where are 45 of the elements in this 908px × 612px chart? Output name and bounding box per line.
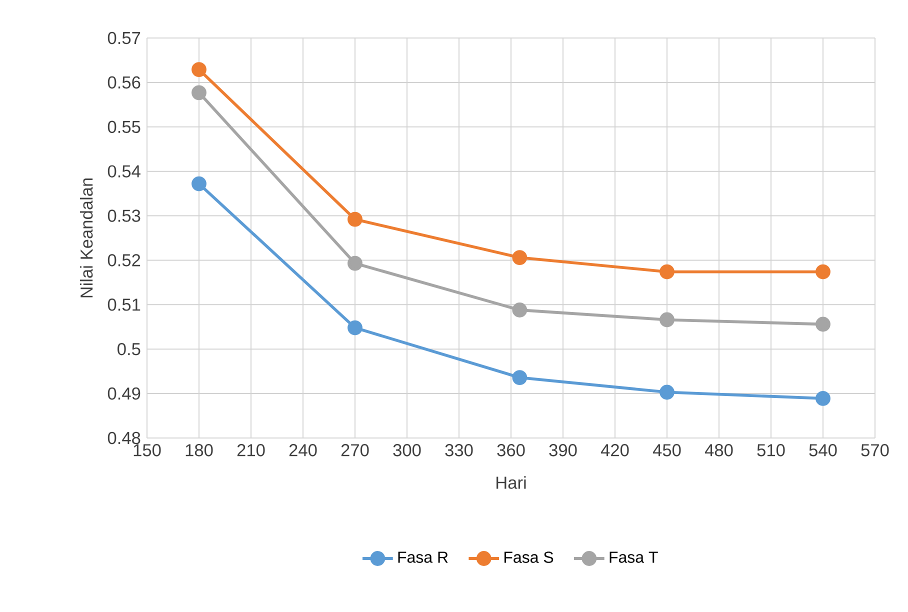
point [816, 264, 830, 280]
point [192, 85, 206, 100]
x-tick-label: 480 [704, 444, 733, 456]
point [512, 250, 528, 266]
y-tick-label: 0.55 [108, 120, 140, 134]
x-tick-label: 240 [289, 444, 317, 456]
legend-label: Fasa S [504, 552, 554, 563]
x-tick-label: 180 [186, 444, 213, 456]
y-tick-label: 0.56 [108, 76, 140, 89]
x-tick-label: 450 [652, 444, 681, 456]
x-tick-label: 570 [861, 444, 889, 456]
x-tick-label: 510 [757, 444, 785, 456]
point [348, 320, 362, 336]
y-tick-label: 0.51 [108, 298, 140, 311]
x-tick-label: 420 [600, 444, 629, 456]
x-tick-label: 540 [809, 444, 837, 456]
point [512, 302, 528, 318]
legend-label: Fasa R [398, 552, 448, 563]
point [512, 370, 528, 386]
y-tick-label: 0.54 [108, 165, 140, 178]
y-tick-label: 0.5 [118, 342, 140, 356]
point [348, 212, 362, 227]
y-tick-label: 0.57 [108, 32, 140, 44]
x-tick-label: 390 [549, 444, 577, 456]
point [816, 390, 830, 406]
y-tick-label: 0.52 [108, 254, 140, 266]
x-axis-title: Hari [496, 476, 526, 489]
y-tick-label: 0.48 [108, 432, 140, 444]
point [192, 62, 206, 78]
y-tick-label: 0.53 [108, 210, 140, 222]
point [348, 256, 362, 271]
y-axis-title: Nilai Keandalan [80, 178, 93, 298]
point [660, 264, 674, 280]
y-tick-label: 0.49 [108, 387, 140, 400]
point [660, 312, 674, 328]
point [816, 316, 830, 332]
legend-label: Fasa T [610, 552, 658, 563]
x-tick-label: 150 [134, 444, 161, 456]
x-tick-label: 270 [341, 444, 369, 456]
x-tick-label: 300 [393, 444, 421, 456]
x-tick-label: 360 [497, 444, 525, 456]
point [660, 384, 674, 400]
x-tick-label: 210 [237, 444, 265, 456]
x-tick-label: 330 [445, 444, 473, 456]
point [192, 176, 206, 192]
